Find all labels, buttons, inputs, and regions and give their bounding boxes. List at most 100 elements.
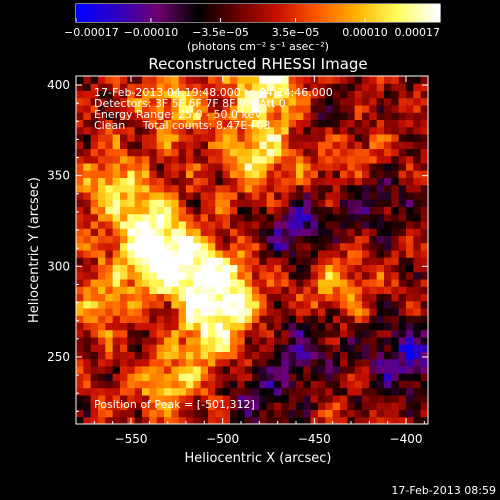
heatmap-cell — [296, 344, 304, 352]
heatmap-cell — [127, 155, 136, 164]
heatmap-cell — [384, 221, 392, 229]
heatmap-cell — [413, 366, 422, 374]
heatmap-cell — [303, 155, 312, 164]
heatmap-cell — [120, 235, 128, 244]
heatmap-cell — [420, 308, 428, 316]
heatmap-cell — [362, 351, 370, 360]
heatmap-cell — [105, 97, 114, 106]
heatmap-cell — [142, 416, 150, 424]
heatmap-cell — [215, 300, 224, 309]
heatmap-cell — [266, 235, 275, 244]
heatmap-cell — [149, 329, 158, 338]
heatmap-cell — [332, 358, 341, 367]
heatmap-cell — [112, 76, 121, 84]
heatmap-cell — [362, 221, 370, 229]
heatmap-cell — [83, 271, 92, 280]
heatmap-cell — [171, 76, 180, 84]
heatmap-cell — [391, 344, 400, 352]
colorbar-segment — [276, 4, 281, 22]
heatmap-cell — [340, 155, 348, 164]
heatmap-cell — [274, 373, 282, 381]
heatmap-cell — [134, 213, 143, 222]
colorbar-segment — [204, 4, 209, 22]
heatmap-cell — [391, 148, 400, 157]
heatmap-cell — [90, 141, 99, 149]
heatmap-cell — [164, 141, 172, 149]
heatmap-cell — [354, 206, 363, 215]
colorbar-tick-label: 0.00010 — [342, 26, 388, 39]
heatmap-cell — [376, 184, 385, 193]
heatmap-cell — [376, 293, 385, 302]
heatmap-cell — [171, 416, 180, 424]
heatmap-cell — [149, 126, 158, 135]
heatmap-cell — [127, 112, 136, 120]
heatmap-cell — [303, 416, 312, 424]
heatmap-cell — [274, 170, 282, 178]
heatmap-cell — [259, 148, 268, 157]
heatmap-cell — [252, 163, 260, 171]
heatmap-cell — [149, 351, 158, 360]
heatmap-cell — [384, 206, 392, 215]
heatmap-cell — [76, 344, 84, 352]
heatmap-cell — [208, 141, 216, 149]
heatmap-cell — [149, 83, 158, 91]
heatmap-cell — [90, 344, 99, 352]
heatmap-cell — [193, 271, 202, 280]
heatmap-cell — [266, 395, 275, 403]
colorbar-segment — [372, 4, 377, 22]
heatmap-cell — [288, 235, 297, 244]
heatmap-cell — [237, 329, 246, 338]
heatmap-cell — [112, 373, 121, 381]
heatmap-cell — [230, 141, 238, 149]
heatmap-cell — [340, 373, 348, 381]
heatmap-cell — [171, 322, 180, 331]
heatmap-cell — [391, 242, 400, 251]
heatmap-cell — [222, 279, 231, 287]
heatmap-cell — [303, 206, 312, 215]
heatmap-cell — [105, 155, 114, 164]
heatmap-cell — [384, 141, 392, 149]
heatmap-cell — [164, 97, 172, 106]
heatmap-cell — [222, 90, 231, 99]
heatmap-cell — [142, 242, 150, 251]
heatmap-cell — [149, 119, 158, 128]
heatmap-cell — [76, 235, 84, 244]
heatmap-cell — [274, 286, 282, 294]
heatmap-cell — [413, 199, 422, 207]
heatmap-cell — [222, 250, 231, 258]
heatmap-cell — [83, 177, 92, 186]
heatmap-cell — [252, 90, 260, 99]
heatmap-cell — [413, 322, 422, 331]
heatmap-cell — [274, 402, 282, 410]
heatmap-cell — [208, 221, 216, 229]
heatmap-cell — [90, 112, 99, 120]
heatmap-cell — [318, 184, 326, 193]
heatmap-cell — [384, 271, 392, 280]
heatmap-cell — [362, 387, 370, 396]
heatmap-cell — [208, 213, 216, 222]
heatmap-cell — [318, 213, 326, 222]
heatmap-cell — [208, 126, 216, 135]
heatmap-cell — [208, 416, 216, 424]
heatmap-cell — [288, 192, 297, 200]
heatmap-cell — [156, 322, 165, 331]
heatmap-cell — [288, 416, 297, 424]
heatmap-cell — [215, 141, 224, 149]
heatmap-cell — [105, 279, 114, 287]
heatmap-cell — [171, 402, 180, 410]
heatmap-cell — [244, 170, 253, 178]
heatmap-cell — [318, 271, 326, 280]
heatmap-cell — [120, 76, 128, 84]
heatmap-cell — [325, 416, 334, 424]
heatmap-cell — [420, 192, 428, 200]
heatmap-cell — [134, 329, 143, 338]
heatmap-cell — [90, 170, 99, 178]
heatmap-cell — [76, 141, 84, 149]
heatmap-cell — [362, 126, 370, 135]
heatmap-cell — [354, 358, 363, 367]
heatmap-cell — [398, 329, 407, 338]
heatmap-cell — [186, 141, 194, 149]
heatmap-cell — [215, 416, 224, 424]
heatmap-cell — [354, 271, 363, 280]
heatmap-cell — [208, 184, 216, 193]
